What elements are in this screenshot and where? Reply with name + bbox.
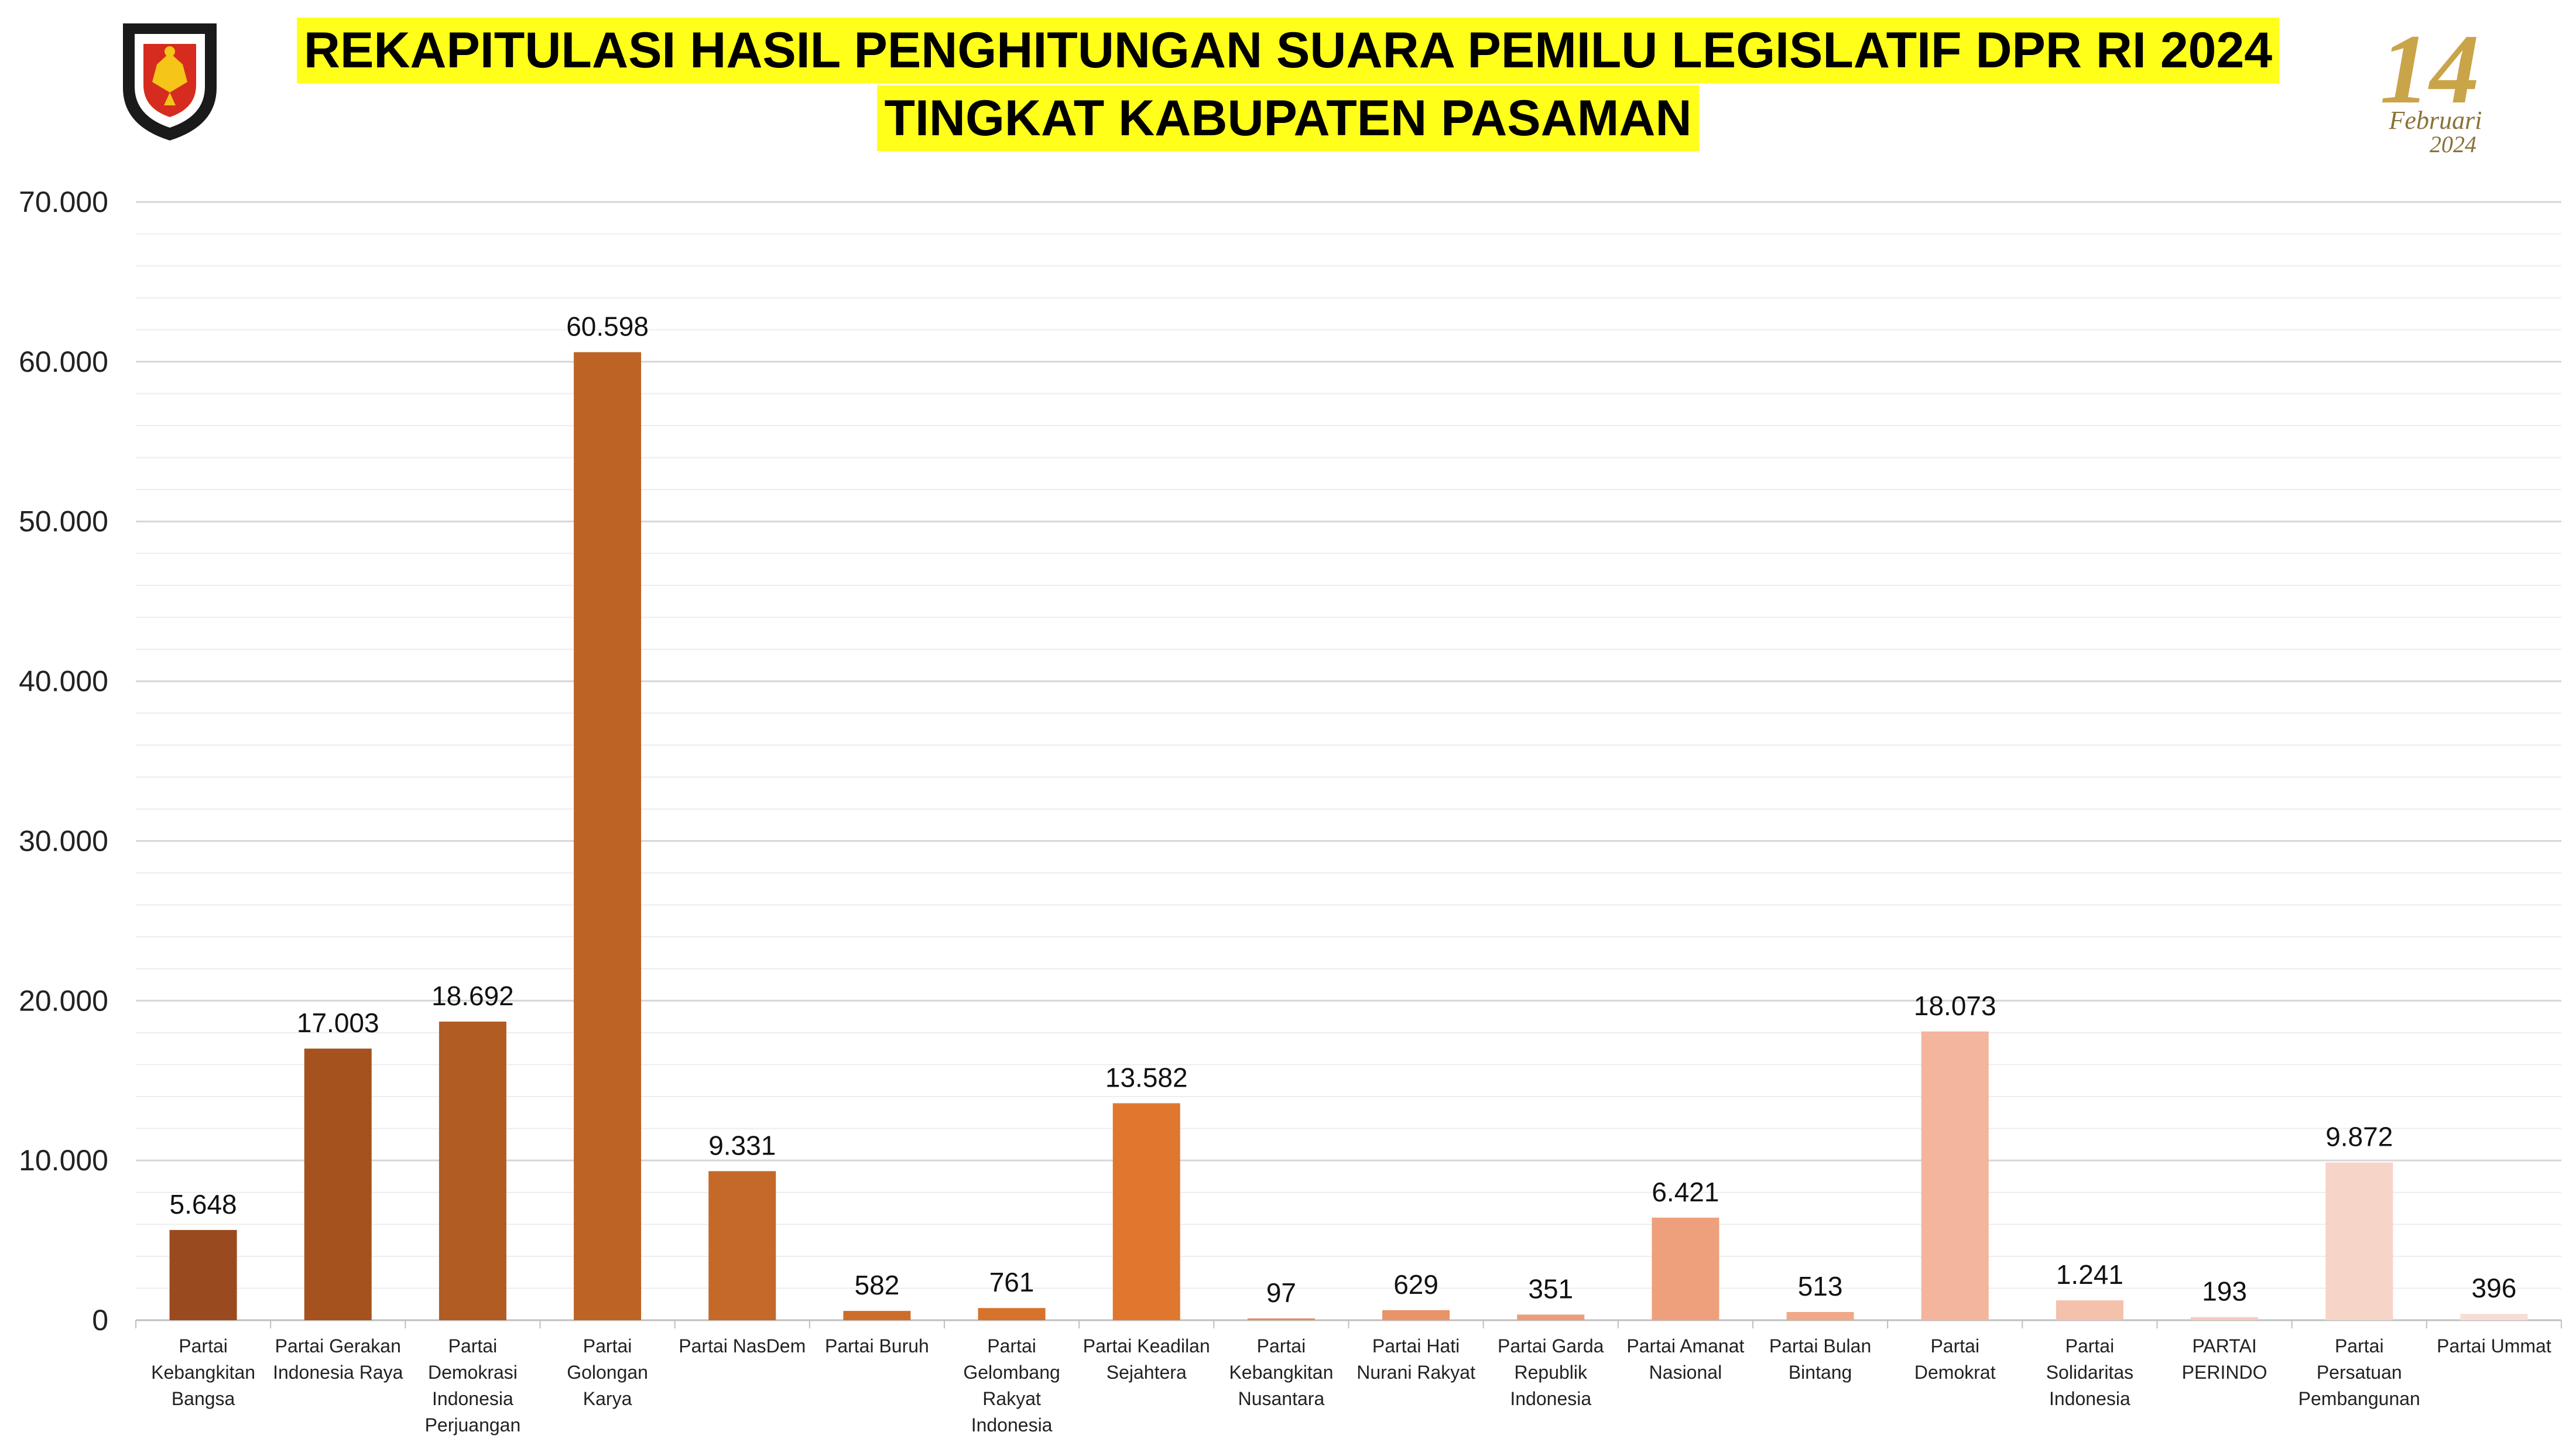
bar-value-label: 17.003 [297,1008,379,1038]
y-tick-label: 20.000 [19,984,108,1017]
bar [978,1308,1046,1320]
x-tick-label: PARTAI PERINDO [2182,1335,2267,1383]
x-tick-label: Partai Gelombang Rakyat Indonesia [963,1335,1060,1436]
bar [574,352,642,1320]
x-tick-label: Partai Ummat [2437,1335,2551,1356]
y-axis-tick-labels: 0 10.000 20.000 30.000 40.000 50.000 60.000 70.… [19,186,108,1337]
x-tick-label: Partai Golongan Karya [567,1335,648,1409]
y-tick-label: 70.000 [19,186,108,218]
bar [439,1021,506,1320]
y-tick-label: 10.000 [19,1144,108,1177]
chart-title: REKAPITULASI HASIL PENGHITUNGAN SUARA PE… [0,18,2576,151]
bar [1786,1312,1854,1320]
bar-value-label: 60.598 [566,311,649,342]
y-tick-label: 40.000 [19,665,108,698]
bars [169,352,2528,1320]
svg-text:14: 14 [2380,15,2479,124]
bar-value-label: 351 [1528,1273,1573,1304]
x-tick-label: Partai Demokrasi Indonesia Perjuangan [425,1335,521,1436]
bar [2460,1314,2528,1320]
x-tick-label: Partai Solidaritas Indonesia [2046,1335,2133,1409]
bar-value-label: 513 [1798,1271,1843,1301]
bar-value-label: 629 [1393,1269,1438,1300]
bar [843,1311,911,1320]
title-line-2: TINGKAT KABUPATEN PASAMAN [877,85,1699,151]
x-tick-label: Partai Bulan Bintang [1769,1335,1871,1383]
y-tick-label: 60.000 [19,345,108,378]
y-tick-label: 50.000 [19,505,108,538]
x-tick-label: Partai Buruh [825,1335,929,1356]
bar [169,1229,237,1320]
bar-value-label: 5.648 [170,1189,237,1220]
bar-value-label: 6.421 [1652,1177,1719,1207]
x-tick-label: Partai Keadilan Sejahtera [1083,1335,1210,1383]
bar [708,1171,776,1320]
svg-text:Februari: Februari [2389,106,2482,135]
y-tick-label: 0 [92,1304,108,1337]
bar [2325,1162,2393,1320]
x-tick-label: Partai Kebangkitan Bangsa [151,1335,255,1409]
bar [304,1049,372,1320]
kpu-logo-icon [123,23,217,141]
bar [1921,1031,1989,1320]
x-tick-label: Partai Gerakan Indonesia Raya [273,1335,403,1383]
svg-text:2024: 2024 [2430,131,2476,157]
bar-value-label: 761 [989,1267,1034,1297]
bar-value-label: 396 [2472,1273,2517,1303]
bar [1517,1314,1585,1320]
x-axis-category-labels: Partai Kebangkitan Bangsa Partai Gerakan Ind… [135,1320,2562,1436]
x-tick-label: Partai Demokrat [1914,1335,1996,1383]
bar [2056,1300,2123,1320]
y-tick-label: 30.000 [19,824,108,857]
x-tick-label: Partai Amanat Nasional [1626,1335,1744,1383]
bar [1382,1310,1450,1320]
bar-value-label: 193 [2202,1276,2247,1307]
bar-value-label: 97 [1266,1277,1296,1308]
x-tick-label: Partai Garda Republik Indonesia [1498,1335,1604,1409]
x-tick-label: Partai Persatuan Pembangunan [2298,1335,2420,1409]
bar [2191,1317,2259,1320]
bar-value-label: 13.582 [1105,1062,1188,1092]
bar-value-label: 1.241 [2056,1259,2123,1290]
bar-value-label: 18.692 [431,981,514,1011]
bar-value-label: 9.331 [708,1130,776,1160]
bar [1652,1217,1719,1320]
bar [1247,1318,1315,1320]
bar [1112,1103,1180,1320]
title-line-1: REKAPITULASI HASIL PENGHITUNGAN SUARA PE… [296,18,2280,83]
x-tick-label: Partai Kebangkitan Nusantara [1229,1335,1333,1409]
bar-value-label: 18.073 [1914,991,1996,1021]
bar-value-labels: 5.648 17.003 18.692 60.598 9.331 582 761 13.582… [170,311,2517,1308]
x-tick-label: Partai NasDem [679,1335,806,1356]
x-tick-label: Partai Hati Nurani Rakyat [1356,1335,1475,1383]
bar-value-label: 9.872 [2325,1122,2393,1152]
pemilu-date-logo-icon: 14 Februari 2024 [2380,15,2482,157]
gridlines [136,201,2561,1321]
bar-value-label: 582 [855,1270,900,1300]
